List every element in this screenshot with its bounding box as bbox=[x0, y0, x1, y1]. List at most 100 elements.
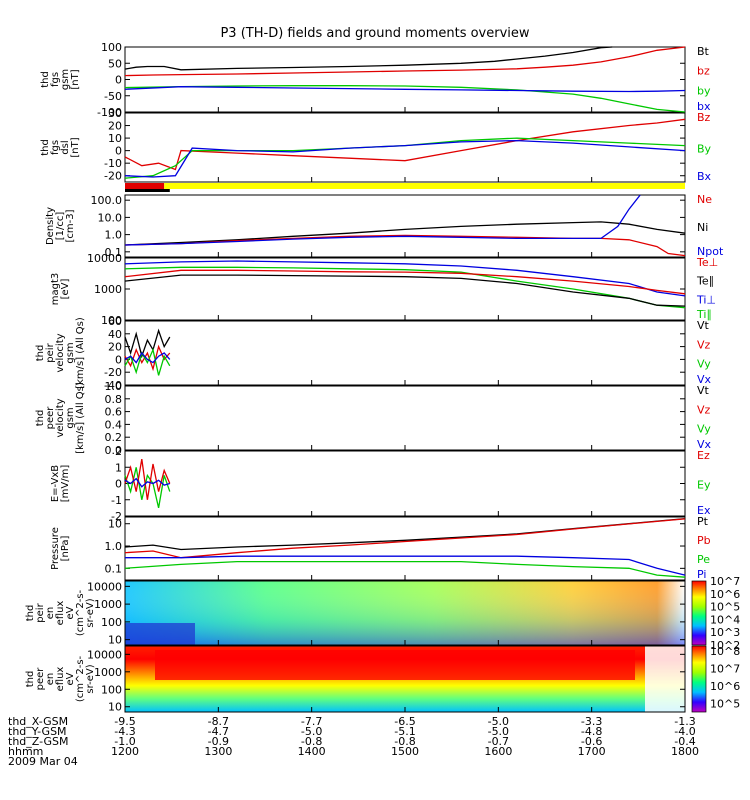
colorbar-tick-peer-eflux-3: 10^5 bbox=[710, 697, 740, 710]
ylabel-line-peer-velocity-0: thd bbox=[35, 410, 46, 427]
legend-peir-velocity-2: Vy bbox=[697, 358, 711, 371]
footer-value-1-2: -5.0 bbox=[301, 725, 322, 738]
ylabel-line-peir-eflux-1: peir bbox=[35, 602, 46, 622]
series-fgs-dsl-Bx bbox=[124, 139, 686, 178]
ylabel-line-peer-velocity-2: velocity bbox=[55, 398, 66, 437]
ytick-label-peir-velocity-5: -40 bbox=[104, 379, 122, 392]
ytick-label-peer-eflux-1: 1000 bbox=[94, 666, 122, 679]
footer-value-0-5: -3.3 bbox=[581, 715, 602, 728]
ytick-label-peir-eflux-1: 1000 bbox=[94, 598, 122, 611]
ylabel-line-density-2: [cm-3] bbox=[65, 209, 76, 242]
ylabel-line-peir-velocity-0: thd bbox=[35, 345, 46, 362]
ylabel-line-peir-velocity-3: gsm bbox=[65, 342, 76, 363]
ytick-label-peer-velocity-1: 0.8 bbox=[105, 393, 123, 406]
legend-pressure-0: Pt bbox=[697, 515, 709, 528]
ylabel-line-peer-eflux-1: peer bbox=[35, 667, 46, 691]
ylabel-line-density-0: Density bbox=[45, 207, 56, 245]
ylabel-line-efield-0: E=-VxB bbox=[50, 465, 61, 502]
footer-label-4: 2009 Mar 04 bbox=[8, 755, 78, 768]
series-pressure-Pt bbox=[124, 517, 686, 551]
footer-value-1-5: -4.8 bbox=[581, 725, 602, 738]
ytick-label-peer-eflux-2: 100 bbox=[101, 683, 122, 696]
footer-label-2: thd_Z-GSM bbox=[8, 735, 68, 748]
ylabel-peer-eflux: thd peer en eflux eV (cm^2-s-sr-eV) bbox=[25, 655, 96, 702]
ytick-label-peer-eflux-3: 10 bbox=[108, 701, 122, 714]
series-density-Ne bbox=[124, 234, 686, 257]
ylabel-density: Density [1/cc] [cm-3] bbox=[45, 207, 76, 245]
series-efield-Ey bbox=[124, 467, 171, 509]
colorbar-tick-peir-eflux-5: 10^2 bbox=[710, 639, 740, 652]
legend-efield-1: Ey bbox=[697, 479, 711, 492]
xtick-time-2: 1400 bbox=[298, 745, 326, 758]
ylabel-peir-velocity: thd peir velocity gsm [km/s] (All Qs) bbox=[35, 317, 86, 389]
footer-value-1-1: -4.7 bbox=[208, 725, 229, 738]
ytick-label-peir-eflux-2: 100 bbox=[101, 616, 122, 629]
legend-pressure-2: Pe bbox=[697, 553, 710, 566]
legend-fgs-dsl-2: Bx bbox=[697, 170, 712, 183]
ytick-label-peer-velocity-4: 0.2 bbox=[105, 431, 123, 444]
series-fgs-gsm-by bbox=[124, 85, 686, 113]
footer-label-1: thd_Y-GSM bbox=[8, 725, 67, 738]
series-fgs-gsm-bx bbox=[124, 86, 686, 93]
ylabel-line-peer-velocity-1: peer bbox=[45, 406, 56, 430]
series-pressure-Pb bbox=[124, 518, 686, 559]
ylabel-line-peer-eflux-5: (cm^2-s- bbox=[75, 655, 86, 702]
ylabel-peir-eflux: thd peir en eflux eV (cm^2-s-sr-eV) bbox=[25, 589, 96, 636]
series-magt3-Te⊥ bbox=[124, 269, 686, 295]
footer-value-0-4: -5.0 bbox=[488, 715, 509, 728]
status-bar-black bbox=[125, 189, 170, 192]
series-magt3-Ti⊥ bbox=[124, 260, 686, 297]
ytick-label-peer-velocity-0: 1.0 bbox=[105, 380, 123, 393]
ylabel-line-peir-eflux-4: eV bbox=[65, 606, 76, 619]
ytick-label-density-1: 10.0 bbox=[98, 211, 123, 224]
legend-density-0: Ne bbox=[697, 193, 712, 206]
ylabel-line-peir-velocity-1: peir bbox=[45, 342, 56, 362]
ytick-label-fgs-gsm-4: -100 bbox=[97, 106, 122, 119]
ylabel-line-fgs-gsm-1: fgs bbox=[50, 72, 61, 87]
ylabel-magt3: magt3 [eV] bbox=[50, 273, 71, 306]
ytick-label-pressure-2: 0.1 bbox=[105, 562, 123, 575]
ylabel-line-density-1: [1/cc] bbox=[55, 212, 66, 241]
ytick-label-fgs-dsl-3: 0 bbox=[115, 145, 122, 158]
ytick-label-peir-eflux-0: 10000 bbox=[87, 580, 122, 593]
footer-value-0-1: -8.7 bbox=[208, 715, 229, 728]
ylabel-line-peir-eflux-0: thd bbox=[25, 605, 36, 622]
legend-peer-velocity-2: Vy bbox=[697, 423, 711, 436]
legend-fgs-gsm-1: bz bbox=[697, 65, 710, 78]
ytick-label-density-0: 100.0 bbox=[91, 194, 123, 207]
footer-value-1-6: -4.0 bbox=[674, 725, 695, 738]
ylabel-line-magt3-0: magt3 bbox=[50, 273, 61, 306]
legend-magt3-2: Ti⊥ bbox=[696, 293, 716, 306]
ytick-label-peir-velocity-0: 60 bbox=[108, 315, 122, 328]
legend-peir-velocity-3: Vx bbox=[697, 373, 712, 386]
ylabel-line-peer-eflux-4: eV bbox=[65, 672, 76, 685]
footer-value-1-0: -4.3 bbox=[114, 725, 135, 738]
ylabel-line-peir-eflux-2: en bbox=[45, 607, 56, 620]
series-fgs-dsl-Bz bbox=[124, 118, 686, 171]
ytick-label-efield-3: -1 bbox=[111, 494, 122, 507]
series-magt3-Te∥ bbox=[124, 274, 686, 307]
panel-frame-fgs-dsl bbox=[124, 112, 686, 183]
ytick-label-peir-velocity-4: -20 bbox=[104, 366, 122, 379]
legend-magt3-3: Ti∥ bbox=[696, 308, 712, 321]
xtick-time-0: 1200 bbox=[111, 745, 139, 758]
ytick-label-peir-velocity-1: 40 bbox=[108, 328, 122, 341]
series-fgs-gsm-bz bbox=[124, 46, 686, 77]
footer-value-2-2: -0.8 bbox=[301, 735, 322, 748]
ylabel-line-peer-eflux-3: eflux bbox=[55, 667, 66, 692]
ylabel-line-pressure-1: [nPa] bbox=[60, 535, 71, 561]
ylabel-line-fgs-gsm-2: gsm bbox=[60, 69, 71, 90]
legend-peir-velocity-0: Vt bbox=[697, 319, 710, 332]
heatmap-peir-eflux-lowband bbox=[125, 623, 195, 645]
ylabel-line-fgs-gsm-0: thd bbox=[40, 71, 51, 88]
ytick-label-efield-1: 1 bbox=[115, 461, 122, 474]
ylabel-line-fgs-dsl-2: dsl bbox=[60, 140, 71, 154]
footer-label-3: hhmm bbox=[8, 745, 43, 758]
footer-value-2-5: -0.6 bbox=[581, 735, 602, 748]
footer-value-0-2: -7.7 bbox=[301, 715, 322, 728]
ylabel-line-peir-eflux-6: sr-eV) bbox=[85, 598, 96, 627]
legend-magt3-1: Te∥ bbox=[696, 275, 714, 288]
ytick-label-fgs-dsl-4: -10 bbox=[104, 157, 122, 170]
ylabel-line-fgs-dsl-1: fgs bbox=[50, 140, 61, 155]
footer-value-2-0: -1.0 bbox=[114, 735, 135, 748]
